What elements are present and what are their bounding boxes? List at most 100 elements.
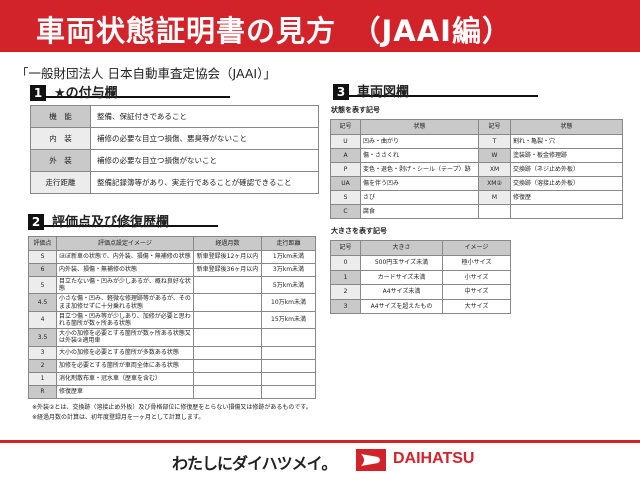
row-text: 補修の必要な目立つ損傷、悪臭等がないこと: [90, 127, 319, 150]
size: カードサイズ未満: [360, 269, 443, 285]
row-label: 機 能: [30, 105, 91, 128]
description: 内外装、損傷・無補修の状態: [56, 263, 194, 277]
section-title: ★の付与欄: [54, 86, 118, 101]
symbol: P: [330, 162, 361, 177]
column-header: 走行距離: [261, 236, 316, 251]
mileage: 10万km未満: [261, 293, 316, 312]
state-text: さび: [360, 190, 479, 205]
rating-table: 評価点 評価点設定イメージ 経過月数 走行距離 S ほぼ新車の状態で、内外装、損傷・無補修…: [28, 236, 316, 399]
star-table: 機 能整備、保証付きであること内 装補修の必要な目立つ損傷、悪臭等がないこと外 …: [30, 105, 319, 194]
table-row: S さび M 修復歴: [330, 190, 623, 205]
mileage: 5万km未満: [261, 275, 316, 295]
column-header: 記号: [330, 240, 361, 256]
section-number: 1: [30, 85, 46, 101]
row-label: 走行距離: [30, 171, 91, 194]
footnote: ※経過月数の計算は、初年度登録月を一ヶ月として計算します。: [32, 413, 205, 421]
symbol: 2: [330, 284, 361, 300]
table-row: 1 カードサイズ未満 小サイズ: [330, 269, 511, 285]
column-header: 経過月数: [193, 236, 262, 251]
section-1-heading: 1 ★の付与欄: [30, 82, 230, 101]
image: 極小サイズ: [442, 255, 511, 271]
table-row: 3.5 大小の加修を必要とする箇所が数ヶ所ある状態又は外装②適用車: [28, 328, 316, 347]
table-row: 0 500円玉サイズ未満 極小サイズ: [330, 255, 511, 271]
image: 大サイズ: [442, 298, 511, 314]
rating: R: [28, 384, 57, 399]
column-header: 状態: [510, 119, 623, 135]
table-row: 2 加修を必要とする箇所が車両全体にある状態: [28, 358, 316, 373]
state-text: 交換跡（ネジ止め外板）: [510, 162, 623, 177]
section-title: 評価点及び修復歴欄: [52, 215, 170, 230]
row-text: 整備記録簿等があり、実走行であることが確認できること: [90, 171, 319, 194]
months: [193, 371, 262, 386]
symbol: A: [330, 148, 361, 163]
table-row: A 傷・ささくれ W 塗装跡・板金修理跡: [330, 148, 623, 163]
rating: 5: [28, 275, 57, 295]
months: [193, 345, 262, 360]
months: [193, 328, 262, 347]
table-row: 機 能整備、保証付きであること: [30, 105, 319, 128]
size: 500円玉サイズ未満: [360, 255, 443, 271]
mileage: [261, 345, 316, 360]
table-row: C 腐食: [330, 204, 623, 219]
footnotes: ※外装②とは、交換跡（溶接止め外板）及び骨格部位に修復歴をとらない損傷又は修跡が…: [28, 403, 316, 423]
table-row: 3 大小の加修を必要とする箇所が多数ある状態: [28, 345, 316, 360]
symbol: S: [330, 190, 361, 205]
description: 加修を必要とする箇所が車両全体にある状態: [56, 358, 194, 373]
description: 目立つ傷・凹み等が少しあり、加修が必要と思われる箇所が数ヶ所ある状態: [56, 310, 194, 330]
organization-name: 「一般財団法人 日本自動車査定協会（JAAI）」: [16, 66, 276, 81]
symbol: W: [478, 148, 511, 163]
state-text: 凹み・曲がり: [360, 134, 479, 149]
mileage: 15万km未満: [261, 310, 316, 330]
header-row: 記号 大きさ イメージ: [330, 240, 511, 256]
description: 小さな傷・凹み、軽微な修理跡等があるが、そのまま加修せずに十分乗れる状態: [56, 293, 194, 312]
months: [193, 358, 262, 373]
description: 大小の加修を必要とする箇所が多数ある状態: [56, 345, 194, 360]
symbol: XM②: [478, 176, 511, 191]
column-header: イメージ: [442, 240, 511, 256]
symbol: XM: [478, 162, 511, 177]
months: [193, 384, 262, 399]
rating: 4: [28, 310, 57, 330]
state-text: 傷を伴う凹み: [360, 176, 479, 191]
table-row: UA 傷を伴う凹み XM② 交換跡（溶接止め外板）: [330, 176, 623, 191]
row-label: 内 装: [30, 127, 91, 150]
column-header: 評価点: [28, 236, 57, 251]
table-row: R 修復歴車: [28, 384, 316, 399]
description: 修復歴車: [56, 384, 194, 399]
row-text: 整備、保証付きであること: [90, 105, 319, 128]
slogan-logo: わたしにダイハツメイ。: [172, 454, 337, 473]
column-header: 評価点設定イメージ: [56, 236, 194, 251]
months: [193, 310, 262, 330]
state-text: 変色・退色・剥げ・シール（テープ）跡: [360, 162, 479, 177]
section-3-heading: 3 車両図欄: [333, 81, 538, 100]
rating: 3: [28, 345, 57, 360]
section-title: 車両図欄: [357, 85, 410, 100]
header-row: 記号 状態 記号 状態: [330, 119, 623, 135]
table-row: 4 目立つ傷・凹み等が少しあり、加修が必要と思われる箇所が数ヶ所ある状態 15万km…: [28, 310, 316, 330]
symbol: U: [330, 134, 361, 149]
size-symbols-table: 記号 大きさ イメージ 0 500円玉サイズ未満 極小サイズ 1 カードサイズ未満 小サイズ 2 A…: [330, 240, 511, 314]
symbol: C: [330, 204, 361, 219]
section-2-heading: 2 評価点及び修復歴欄: [28, 211, 218, 230]
column-header: 記号: [478, 119, 511, 135]
state-text: 割れ・亀裂・穴: [510, 134, 623, 149]
state-symbols-table: 記号 状態 記号 状態 U 凹み・曲がり T 割れ・亀裂・穴 A 傷・ささくれ W 塗装跡・板金修理跡…: [330, 119, 623, 219]
symbol: 3: [330, 298, 361, 314]
table-row: 1 消化剤散布車・冠水車（歴車を含む）: [28, 371, 316, 386]
table-row: 5 目立たない傷・凹みが少しあるが、概ね良好な状態 5万km未満: [28, 275, 316, 295]
table-row: 2 A4サイズ未満 中サイズ: [330, 284, 511, 300]
rating: 6: [28, 263, 57, 277]
symbol: 0: [330, 255, 361, 271]
header-row: 評価点 評価点設定イメージ 経過月数 走行距離: [28, 236, 316, 251]
symbol: M: [478, 190, 511, 205]
section-number: 3: [333, 84, 349, 100]
rating: 4.5: [28, 293, 57, 312]
table-row: U 凹み・曲がり T 割れ・亀裂・穴: [330, 134, 623, 149]
vehicle-diagram-block: 状態を表す記号 記号 状態 記号 状態 U 凹み・曲がり T 割れ・亀裂・穴 A 傷・ささくれ W 塗…: [330, 106, 623, 314]
rating-block: 評価点 評価点設定イメージ 経過月数 走行距離 S ほぼ新車の状態で、内外装、損傷・無補修…: [28, 236, 316, 423]
size-symbols-title: 大きさを表す記号: [331, 227, 387, 235]
table-row: 4.5 小さな傷・凹み、軽微な修理跡等があるが、そのまま加修せずに十分乗れる状態 1…: [28, 293, 316, 312]
mileage: 3万km未満: [261, 263, 316, 277]
mileage: [261, 371, 316, 386]
table-row: 走行距離 整備記録簿等があり、実走行であることが確認できること: [30, 171, 319, 194]
